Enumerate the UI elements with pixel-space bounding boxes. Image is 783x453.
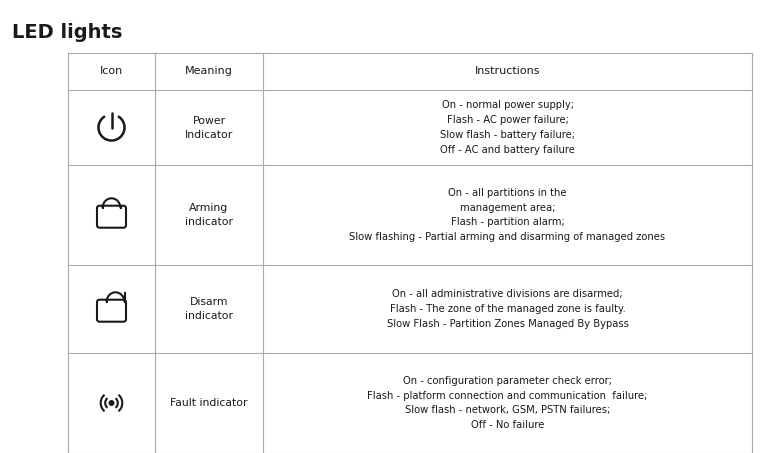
Text: Meaning: Meaning (185, 67, 233, 77)
Text: On - normal power supply;
Flash - AC power failure;
Slow flash - battery failure: On - normal power supply; Flash - AC pow… (440, 100, 575, 155)
Text: Instructions: Instructions (474, 67, 540, 77)
Text: Fault indicator: Fault indicator (170, 398, 247, 408)
Text: Icon: Icon (100, 67, 123, 77)
Text: On - configuration parameter check error;
Flash - platform connection and commun: On - configuration parameter check error… (367, 376, 648, 430)
Text: Arming
indicator: Arming indicator (185, 203, 233, 227)
Text: LED lights: LED lights (12, 23, 122, 42)
Circle shape (110, 401, 114, 405)
Text: Power
Indicator: Power Indicator (185, 116, 233, 140)
Text: Disarm
indicator: Disarm indicator (185, 297, 233, 321)
Text: On - all partitions in the
management area;
Flash - partition alarm;
Slow flashi: On - all partitions in the management ar… (349, 188, 666, 242)
Text: On - all administrative divisions are disarmed;
Flash - The zone of the managed : On - all administrative divisions are di… (387, 289, 629, 329)
